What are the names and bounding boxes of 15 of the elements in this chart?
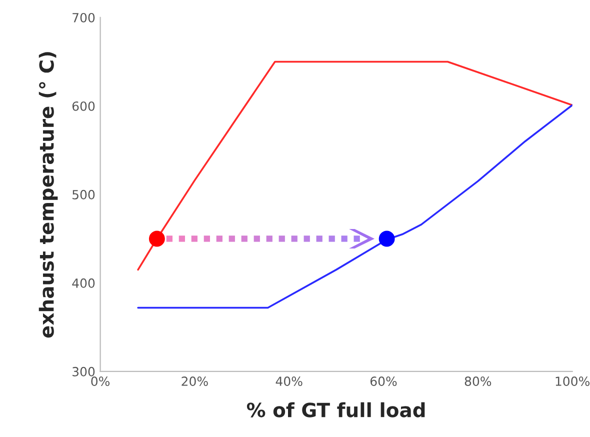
x-tick-label: 0% bbox=[91, 376, 110, 386]
y-tick-label: 300 bbox=[72, 366, 95, 376]
line-series bbox=[137, 60, 572, 271]
y-tick-label: 600 bbox=[72, 101, 95, 111]
x-tick-label: 60% bbox=[370, 376, 397, 386]
y-axis-title: exhaust temperature (° C) bbox=[38, 52, 58, 338]
x-axis-title: % of GT full load bbox=[246, 402, 425, 418]
x-tick-label: 40% bbox=[276, 376, 302, 386]
x-tick-label: 20% bbox=[182, 376, 208, 386]
line-series bbox=[137, 104, 572, 309]
y-tick-label: 500 bbox=[72, 190, 95, 200]
x-tick-label: 80% bbox=[464, 376, 492, 386]
y-tick-label: 400 bbox=[72, 278, 95, 288]
y-tick-label: 700 bbox=[72, 12, 95, 22]
x-tick-label: 100% bbox=[556, 376, 590, 386]
